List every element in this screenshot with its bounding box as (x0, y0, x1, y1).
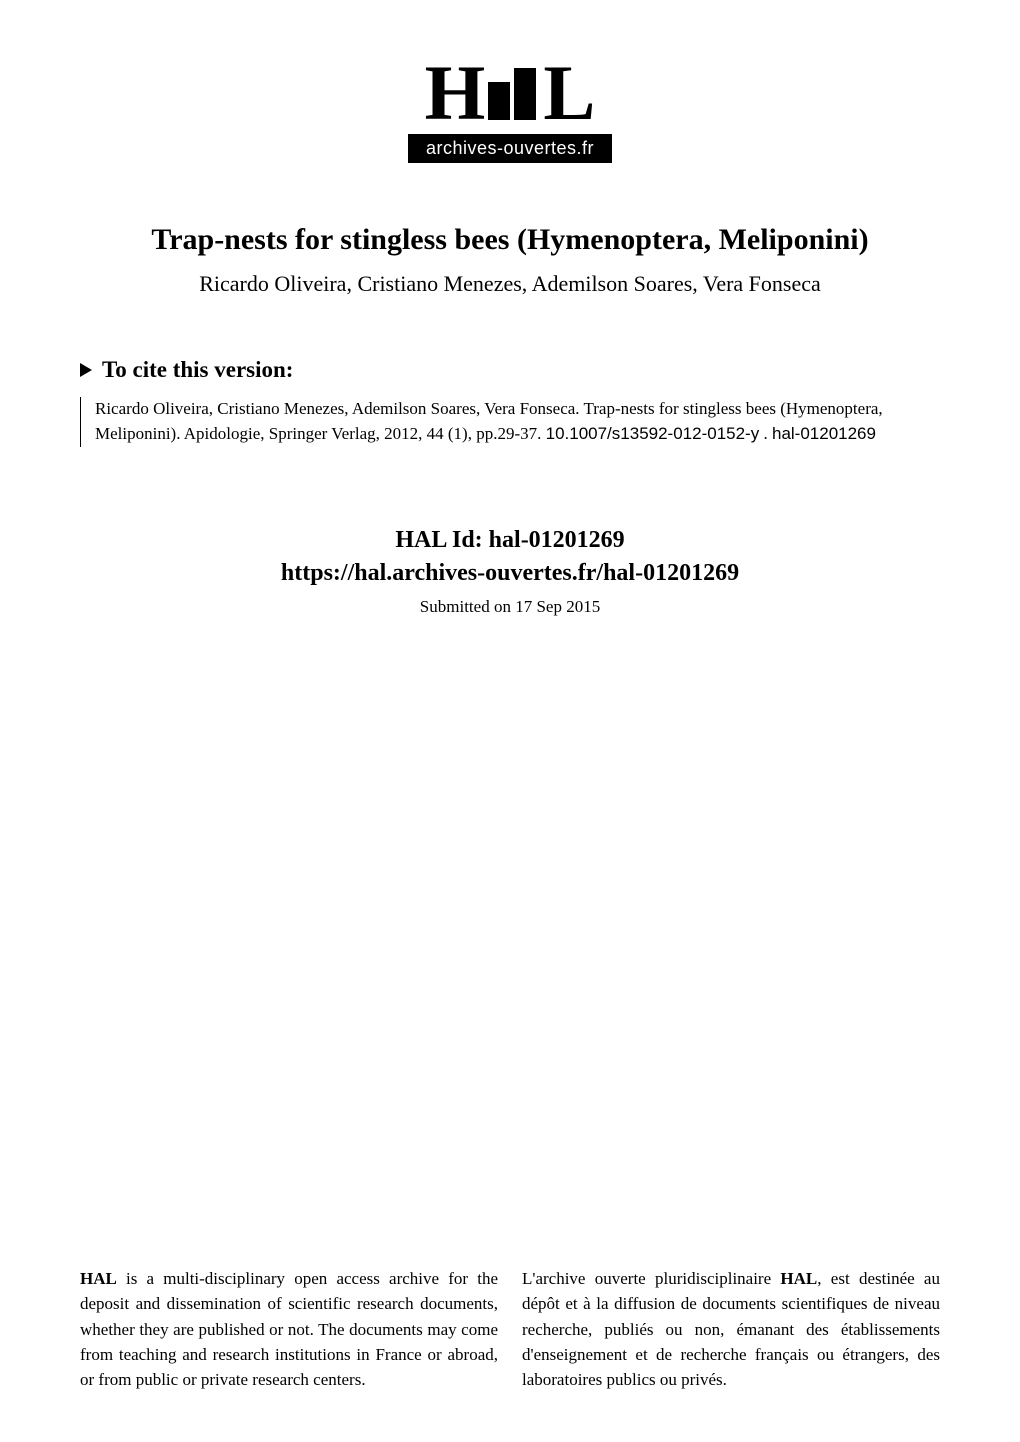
cite-hal-id-inline: hal-01201269 (772, 424, 876, 443)
desc-en-emph: HAL (80, 1269, 117, 1288)
desc-en-body: is a multi-disciplinary open access arch… (80, 1269, 498, 1389)
cite-body: Ricardo Oliveira, Cristiano Menezes, Ade… (80, 397, 940, 446)
submitted-date: Submitted on 17 Sep 2015 (80, 597, 940, 617)
logo-bars-icon (488, 68, 536, 120)
logo-letter-l: L (543, 60, 595, 126)
hal-url-link[interactable]: https://hal.archives-ouvertes.fr/hal-012… (281, 560, 739, 586)
cite-sep: . (759, 424, 772, 443)
cite-header: To cite this version: (80, 357, 940, 383)
cite-section: To cite this version: Ricardo Oliveira, … (80, 357, 940, 446)
hal-logo-graphic: H L (425, 60, 596, 126)
hal-id-label: HAL Id: hal-01201269 (80, 527, 940, 554)
description-english: HAL is a multi-disciplinary open access … (80, 1266, 498, 1392)
desc-fr-emph: HAL (780, 1269, 817, 1288)
cite-title: To cite this version: (102, 357, 293, 383)
description-section: HAL is a multi-disciplinary open access … (80, 1266, 940, 1392)
logo-letter-h: H (425, 60, 483, 126)
hal-logo: H L archives-ouvertes.fr (408, 60, 612, 163)
page-container: H L archives-ouvertes.fr Trap-nests for … (0, 0, 1020, 1442)
hal-id-section: HAL Id: hal-01201269 https://hal.archive… (80, 527, 940, 617)
logo-section: H L archives-ouvertes.fr (80, 60, 940, 163)
triangle-right-icon (80, 363, 92, 377)
desc-fr-pre: L'archive ouverte pluridisciplinaire (522, 1269, 780, 1288)
hal-url[interactable]: https://hal.archives-ouvertes.fr/hal-012… (80, 560, 940, 587)
cite-doi: 10.1007/s13592-012-0152-y (546, 424, 760, 443)
paper-title: Trap-nests for stingless bees (Hymenopte… (80, 223, 940, 257)
description-french: L'archive ouverte pluridisciplinaire HAL… (522, 1266, 940, 1392)
paper-authors: Ricardo Oliveira, Cristiano Menezes, Ade… (80, 271, 940, 297)
logo-subtext: archives-ouvertes.fr (408, 134, 612, 163)
